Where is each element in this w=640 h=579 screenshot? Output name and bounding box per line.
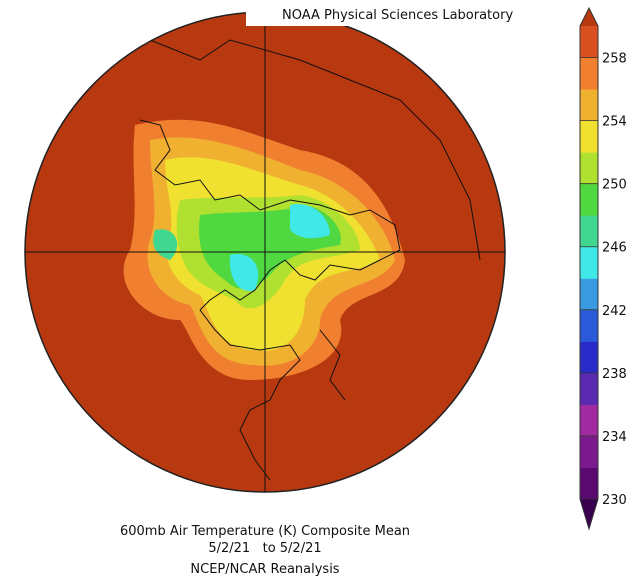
colorbar-tick-label: 246 bbox=[602, 241, 627, 256]
colorbar: 230 234 238 242 246 250 254 258 bbox=[579, 6, 627, 531]
caption-source: NCEP/NCAR Reanalysis bbox=[190, 562, 339, 577]
colorbar-band bbox=[580, 120, 598, 153]
caption-title: 600mb Air Temperature (K) Composite Mean bbox=[120, 524, 410, 539]
colorbar-band bbox=[580, 341, 598, 374]
map bbox=[24, 11, 506, 493]
colorbar-tick-label: 242 bbox=[602, 304, 627, 319]
colorbar-band bbox=[580, 372, 598, 405]
colorbar-tick-label: 238 bbox=[602, 367, 627, 382]
colorbar-band bbox=[580, 278, 598, 311]
colorbar-tick-label: 250 bbox=[602, 178, 627, 193]
colorbar-band bbox=[580, 246, 598, 279]
colorbar-tick-label: 254 bbox=[602, 115, 627, 130]
header-box bbox=[246, 6, 508, 26]
header-title: NOAA Physical Sciences Laboratory bbox=[282, 8, 513, 23]
colorbar-band bbox=[580, 152, 598, 185]
colorbar-band bbox=[580, 183, 598, 216]
colorbar-tick-label: 234 bbox=[602, 430, 627, 445]
colorbar-under bbox=[580, 499, 598, 529]
colorbar-band bbox=[580, 309, 598, 342]
colorbar-tick-label: 230 bbox=[602, 493, 627, 508]
colorbar-band bbox=[580, 404, 598, 437]
coastlines bbox=[139, 39, 481, 481]
colorbar-band bbox=[580, 26, 598, 59]
colorbar-tick-label: 258 bbox=[602, 52, 627, 67]
colorbar-over bbox=[580, 8, 598, 26]
colorbar-band bbox=[580, 215, 598, 248]
colorbar-band bbox=[580, 467, 598, 500]
caption-dates: 5/2/21 to 5/2/21 bbox=[208, 541, 321, 556]
colorbar-band bbox=[580, 57, 598, 90]
colorbar-band bbox=[580, 435, 598, 468]
colorbar-band bbox=[580, 89, 598, 122]
